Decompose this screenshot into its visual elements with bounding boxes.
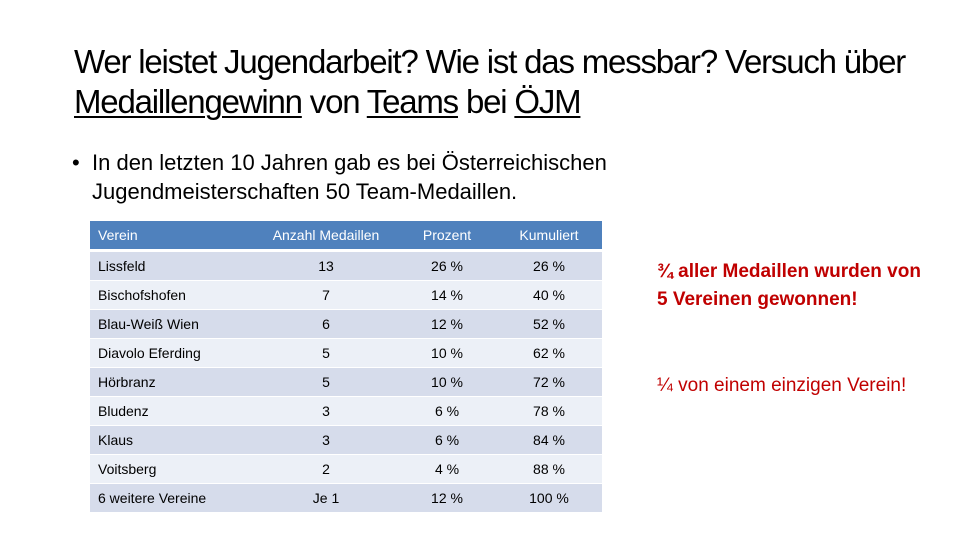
- table-row: Voitsberg 2 4 % 88 %: [90, 455, 602, 483]
- cell-verein: Diavolo Eferding: [90, 339, 254, 367]
- cell-verein: Bludenz: [90, 397, 254, 425]
- title-underlined-medaillengewinn: Medaillengewinn: [74, 83, 303, 120]
- cell-verein: Bischofshofen: [90, 281, 254, 309]
- bullet-marker: •: [72, 150, 80, 175]
- cell-anzahl: 13: [254, 252, 398, 280]
- cell-verein: Lissfeld: [90, 252, 254, 280]
- bullet-point: • In den letzten 10 Jahren gab es bei Ös…: [72, 148, 772, 206]
- note-one-quarter: ¼ von einem einzigen Verein!: [657, 375, 907, 396]
- table-header-row: Verein Anzahl Medaillen Prozent Kumulier…: [90, 221, 602, 251]
- cell-anzahl: 3: [254, 426, 398, 454]
- cell-anzahl: 5: [254, 368, 398, 396]
- title-text-3: bei: [457, 83, 515, 120]
- cell-prozent: 12 %: [398, 310, 496, 338]
- cell-verein: Blau-Weiß Wien: [90, 310, 254, 338]
- cell-prozent: 10 %: [398, 339, 496, 367]
- cell-kumuliert: 26 %: [496, 252, 602, 280]
- header-anzahl-medaillen: Anzahl Medaillen: [254, 221, 398, 251]
- title-underlined-ojm: ÖJM: [514, 83, 581, 120]
- header-kumuliert: Kumuliert: [496, 221, 602, 251]
- cell-verein: Voitsberg: [90, 455, 254, 483]
- cell-kumuliert: 100 %: [496, 484, 602, 512]
- header-verein: Verein: [90, 221, 254, 251]
- cell-prozent: 12 %: [398, 484, 496, 512]
- table-row: Blau-Weiß Wien 6 12 % 52 %: [90, 310, 602, 338]
- title-text-1: Wer leistet Jugendarbeit? Wie ist das me…: [74, 43, 906, 80]
- cell-kumuliert: 62 %: [496, 339, 602, 367]
- cell-prozent: 4 %: [398, 455, 496, 483]
- cell-prozent: 10 %: [398, 368, 496, 396]
- table-row: Klaus 3 6 % 84 %: [90, 426, 602, 454]
- cell-anzahl: 6: [254, 310, 398, 338]
- header-prozent: Prozent: [398, 221, 496, 251]
- cell-prozent: 6 %: [398, 397, 496, 425]
- cell-prozent: 26 %: [398, 252, 496, 280]
- table-row: Bischofshofen 7 14 % 40 %: [90, 281, 602, 309]
- cell-verein: Klaus: [90, 426, 254, 454]
- table-row: Bludenz 3 6 % 78 %: [90, 397, 602, 425]
- slide-title: Wer leistet Jugendarbeit? Wie ist das me…: [74, 42, 934, 122]
- cell-kumuliert: 78 %: [496, 397, 602, 425]
- note-three-quarters: ¾ aller Medaillen wurden von 5 Vereinen …: [657, 261, 921, 310]
- cell-anzahl: Je 1: [254, 484, 398, 512]
- cell-kumuliert: 52 %: [496, 310, 602, 338]
- table-row: 6 weitere Vereine Je 1 12 % 100 %: [90, 484, 602, 512]
- table-row: Hörbranz 5 10 % 72 %: [90, 368, 602, 396]
- title-underlined-teams: Teams: [366, 83, 459, 120]
- cell-kumuliert: 40 %: [496, 281, 602, 309]
- cell-prozent: 6 %: [398, 426, 496, 454]
- cell-anzahl: 7: [254, 281, 398, 309]
- cell-verein: Hörbranz: [90, 368, 254, 396]
- title-text-2: von: [301, 83, 367, 120]
- cell-kumuliert: 88 %: [496, 455, 602, 483]
- table-row: Diavolo Eferding 5 10 % 62 %: [90, 339, 602, 367]
- cell-anzahl: 5: [254, 339, 398, 367]
- cell-anzahl: 3: [254, 397, 398, 425]
- table-row: Lissfeld 13 26 % 26 %: [90, 252, 602, 280]
- bullet-text: In den letzten 10 Jahren gab es bei Öste…: [92, 150, 607, 204]
- cell-kumuliert: 72 %: [496, 368, 602, 396]
- cell-anzahl: 2: [254, 455, 398, 483]
- cell-kumuliert: 84 %: [496, 426, 602, 454]
- cell-verein: 6 weitere Vereine: [90, 484, 254, 512]
- medal-table: Verein Anzahl Medaillen Prozent Kumulier…: [90, 220, 602, 513]
- cell-prozent: 14 %: [398, 281, 496, 309]
